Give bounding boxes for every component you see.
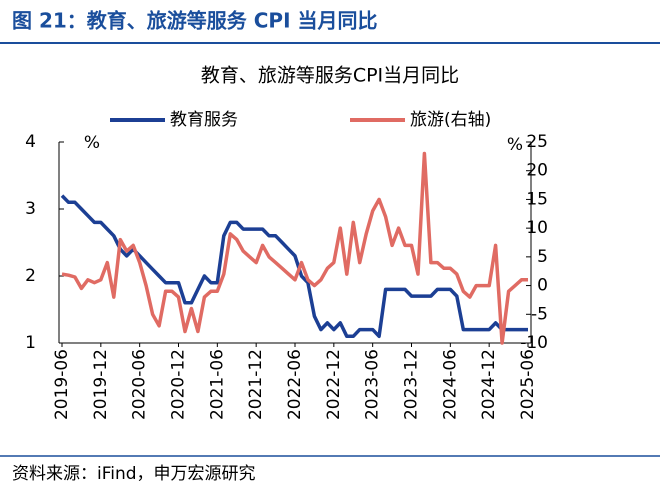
x-tick-label: 2020-12 [169, 349, 189, 420]
y-tick-label: 3 [25, 199, 36, 219]
y-unit: % [84, 133, 100, 153]
x-tick-label: 2022-06 [285, 349, 305, 420]
figure-header: 图 21：教育、旅游等服务 CPI 当月同比 [12, 9, 378, 33]
x-tick-label: 2021-12 [246, 349, 266, 420]
x-tick-label: 2021-06 [207, 349, 227, 420]
series-line [61, 151, 528, 345]
y2-tick-label: 5 [537, 247, 548, 267]
y2-unit: % [507, 135, 523, 155]
y-tick-label: 4 [25, 132, 36, 152]
chart-title: 教育、旅游等服务CPI当月同比 [201, 65, 459, 87]
x-tick-label: 2024-06 [440, 349, 460, 420]
y2-tick-label: 20 [526, 161, 548, 181]
legend-label: 旅游(右轴) [410, 110, 491, 130]
x-tick-label: 2019-12 [91, 349, 111, 420]
legend-label: 教育服务 [170, 110, 238, 130]
source-note: 资料来源：iFind，申万宏源研究 [12, 464, 256, 484]
y2-tick-label: 0 [537, 276, 548, 296]
x-tick-label: 2023-12 [402, 349, 422, 420]
series-line [60, 194, 528, 339]
y2-tick-label: 25 [526, 132, 548, 152]
y2-tick-label: -5 [531, 304, 548, 324]
x-tick-label: 2025-06 [518, 349, 538, 420]
x-tick-label: 2019-06 [52, 349, 72, 420]
y-tick-label: 1 [25, 333, 36, 353]
y2-tick-label: 15 [526, 189, 548, 209]
y-tick-label: 2 [25, 266, 36, 286]
x-tick-label: 2024-12 [479, 349, 499, 420]
x-tick-label: 2020-06 [130, 349, 150, 420]
y2-tick-label: -10 [520, 333, 548, 353]
x-tick-label: 2022-12 [324, 349, 344, 420]
x-tick-label: 2023-06 [363, 349, 383, 420]
y2-tick-label: 10 [526, 218, 548, 238]
